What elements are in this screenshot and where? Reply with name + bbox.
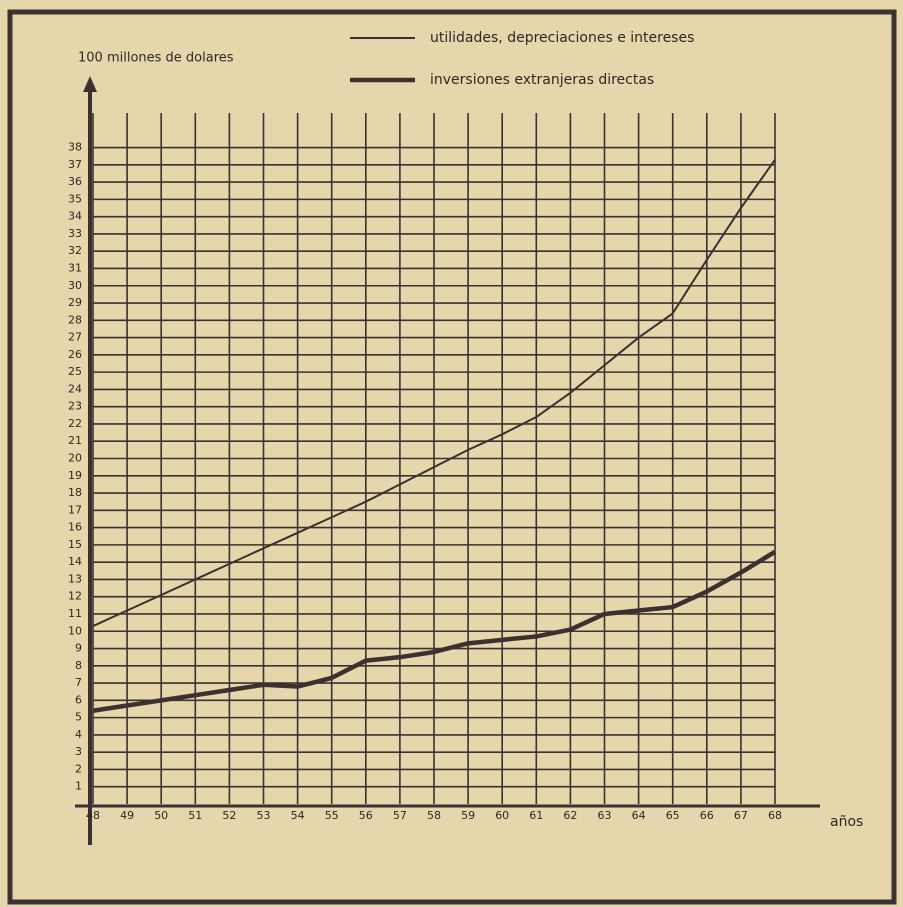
x-tick-label: 53 — [257, 809, 271, 822]
y-tick-label: 18 — [68, 486, 82, 499]
y-tick-label: 23 — [68, 400, 82, 413]
y-tick-label: 32 — [68, 244, 82, 257]
y-tick-label: 25 — [68, 365, 82, 378]
x-tick-label: 59 — [461, 809, 475, 822]
y-tick-label: 38 — [68, 141, 82, 154]
y-tick-label: 8 — [75, 659, 82, 672]
y-tick-label: 24 — [68, 382, 82, 395]
legend-label: inversiones extranjeras directas — [430, 72, 654, 88]
x-tick-label: 67 — [734, 809, 748, 822]
y-tick-label: 35 — [68, 192, 82, 205]
x-tick-label: 58 — [427, 809, 441, 822]
y-tick-label: 16 — [68, 521, 82, 534]
x-tick-label: 66 — [700, 809, 714, 822]
y-tick-label: 15 — [68, 538, 82, 551]
chart: 100 millones de dolares años 12345678910… — [0, 0, 903, 907]
x-axis-label: años — [830, 814, 863, 830]
x-tick-label: 51 — [188, 809, 202, 822]
y-tick-label: 27 — [68, 331, 82, 344]
y-tick-label: 12 — [68, 590, 82, 603]
y-tick-label: 5 — [75, 711, 82, 724]
x-tick-label: 49 — [120, 809, 134, 822]
y-tick-label: 31 — [68, 261, 82, 274]
y-tick-label: 19 — [68, 469, 82, 482]
x-tick-label: 60 — [495, 809, 509, 822]
y-tick-label: 28 — [68, 313, 82, 326]
x-tick-label: 65 — [666, 809, 680, 822]
y-tick-label: 29 — [68, 296, 82, 309]
x-tick-label: 57 — [393, 809, 407, 822]
y-tick-label: 21 — [68, 434, 82, 447]
x-tick-label: 52 — [222, 809, 236, 822]
x-tick-label: 55 — [325, 809, 339, 822]
y-tick-label: 26 — [68, 348, 82, 361]
y-tick-label: 17 — [68, 503, 82, 516]
x-tick-label: 63 — [598, 809, 612, 822]
x-tick-label: 62 — [563, 809, 577, 822]
y-tick-label: 11 — [68, 607, 82, 620]
y-tick-label: 1 — [75, 780, 82, 793]
x-tick-label: 64 — [632, 809, 646, 822]
y-tick-label: 3 — [75, 745, 82, 758]
x-tick-label: 61 — [529, 809, 543, 822]
y-tick-label: 34 — [68, 210, 82, 223]
y-tick-label: 7 — [75, 676, 82, 689]
y-tick-label: 33 — [68, 227, 82, 240]
background — [0, 0, 903, 907]
x-tick-label: 48 — [86, 809, 100, 822]
x-tick-label: 56 — [359, 809, 373, 822]
x-tick-label: 50 — [154, 809, 168, 822]
legend-label: utilidades, depreciaciones e intereses — [430, 30, 694, 46]
x-tick-label: 54 — [291, 809, 305, 822]
y-tick-label: 4 — [75, 728, 82, 741]
y-tick-label: 14 — [68, 555, 82, 568]
y-tick-label: 20 — [68, 452, 82, 465]
y-tick-label: 30 — [68, 279, 82, 292]
y-tick-label: 9 — [75, 642, 82, 655]
y-tick-label: 22 — [68, 417, 82, 430]
x-tick-label: 68 — [768, 809, 782, 822]
y-tick-label: 6 — [75, 693, 82, 706]
y-tick-label: 13 — [68, 572, 82, 585]
y-tick-label: 2 — [75, 762, 82, 775]
y-tick-label: 37 — [68, 158, 82, 171]
y-axis-label: 100 millones de dolares — [78, 51, 234, 66]
y-tick-label: 36 — [68, 175, 82, 188]
y-tick-label: 10 — [68, 624, 82, 637]
